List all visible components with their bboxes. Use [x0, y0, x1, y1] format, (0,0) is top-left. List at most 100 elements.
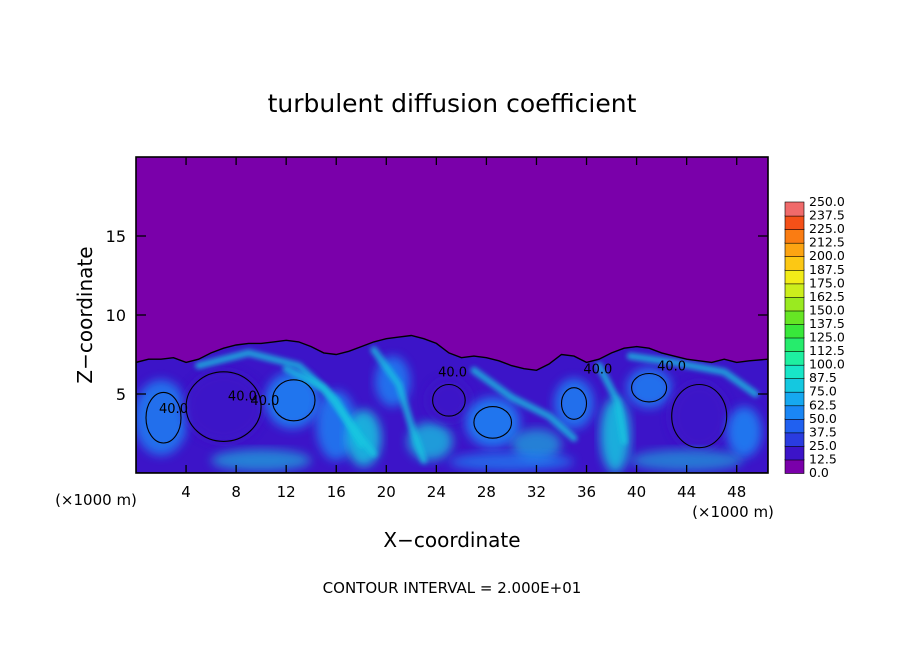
y-axis: 5 10 15 — [106, 227, 768, 404]
colorbar-level-label: 0.0 — [809, 465, 829, 480]
colorbar: 0.012.525.037.550.062.575.087.5100.0112.… — [784, 194, 845, 480]
x-tick-label: 28 — [477, 483, 496, 501]
colorbar-swatch — [784, 228, 805, 244]
turbulent-streak — [626, 352, 759, 398]
coefficient-patch — [726, 406, 762, 458]
colorbar-level-label: 75.0 — [809, 384, 837, 399]
x-unit-right: (×1000 m) — [692, 503, 774, 521]
turbulent-layer — [136, 334, 768, 473]
contour-label: 40.0 — [438, 366, 467, 381]
colorbar-swatch — [784, 269, 805, 285]
coefficient-patch — [669, 381, 730, 451]
x-tick-label: 16 — [327, 483, 346, 501]
x-tick-label: 44 — [677, 483, 696, 501]
x-tick-label: 32 — [527, 483, 546, 501]
colorbar-level-label: 100.0 — [809, 357, 845, 372]
y-tick-label: 15 — [106, 227, 126, 246]
coefficient-patch — [316, 390, 357, 461]
coefficient-patch — [465, 397, 521, 448]
plot-area — [136, 157, 768, 473]
colorbar-level-label: 162.5 — [809, 289, 845, 304]
colorbar-level-label: 37.5 — [809, 424, 837, 439]
colorbar-swatch — [784, 364, 805, 380]
colorbar-swatch — [784, 323, 805, 339]
colorbar-level-label: 112.5 — [809, 343, 845, 358]
contour-interval-footer: CONTOUR INTERVAL = 2.000E+01 — [323, 579, 582, 597]
x-axis-label: X−coordinate — [383, 528, 520, 552]
colorbar-swatch — [784, 310, 805, 325]
contour-line — [432, 383, 466, 417]
contour-line — [185, 371, 262, 442]
colorbar-swatch — [784, 418, 805, 434]
colorbar-level-label: 50.0 — [809, 411, 837, 426]
x-tick-label: 24 — [427, 483, 446, 501]
colorbar-swatch — [784, 201, 805, 217]
coefficient-patch — [448, 452, 574, 472]
coefficient-patch — [211, 449, 312, 472]
colorbar-swatch — [784, 459, 805, 474]
colorbar-level-label: 150.0 — [809, 302, 845, 317]
colorbar-swatch — [784, 350, 805, 366]
coefficient-patch — [554, 378, 594, 429]
colorbar-level-label: 137.5 — [809, 316, 845, 331]
contour-label: 40.0 — [228, 389, 257, 404]
colorbar-swatch — [784, 404, 805, 420]
turbulent-streak — [282, 365, 378, 458]
contour-line-boundary — [136, 334, 768, 473]
x-axis: 4 8 12 16 20 24 28 32 36 40 44 48 — [181, 157, 746, 501]
contour-label: 40.0 — [250, 394, 279, 409]
contour-line — [631, 372, 668, 403]
contour-line — [473, 406, 513, 439]
coefficient-patch — [136, 379, 189, 456]
x-unit-left: (×1000 m) — [55, 491, 137, 509]
contour-line — [671, 383, 728, 449]
colorbar-level-label: 62.5 — [809, 397, 837, 412]
colorbar-swatch — [784, 215, 805, 231]
colorbar-swatch — [784, 391, 805, 407]
x-tick-label: 36 — [577, 483, 596, 501]
colorbar-level-label: 212.5 — [809, 235, 845, 250]
colorbar-swatch — [784, 255, 805, 271]
colorbar-level-label: 125.0 — [809, 330, 845, 345]
colorbar-level-label: 225.0 — [809, 221, 845, 236]
colorbar-swatch — [784, 282, 805, 298]
contour-label: 40.0 — [657, 359, 686, 374]
colorbar-swatch — [784, 242, 805, 258]
contour-line — [271, 379, 316, 422]
y-axis-label: Z−coordinate — [73, 246, 97, 383]
colorbar-level-label: 175.0 — [809, 275, 845, 290]
turbulent-streak — [470, 366, 578, 442]
x-tick-label: 4 — [181, 483, 191, 501]
colorbar-swatch — [784, 445, 805, 461]
coefficient-patch — [511, 428, 562, 461]
x-tick-label: 12 — [277, 483, 296, 501]
y-tick-label: 10 — [106, 306, 126, 325]
colorbar-level-label: 237.5 — [809, 208, 845, 223]
colorbar-level-label: 25.0 — [809, 438, 837, 453]
coefficient-patch — [630, 449, 743, 472]
colorbar-swatch — [784, 377, 805, 393]
colorbar-level-label: 187.5 — [809, 262, 845, 277]
colorbar-level-label: 200.0 — [809, 248, 845, 263]
contour-line — [560, 387, 588, 420]
colorbar-level-label: 87.5 — [809, 370, 837, 385]
contour-line — [145, 391, 182, 444]
contour-labels: 40.040.040.040.0 40.0 40.0 — [159, 359, 686, 417]
contour-label: 40.0 — [159, 402, 188, 417]
coefficient-patch — [183, 370, 264, 443]
x-tick-label: 20 — [377, 483, 396, 501]
colorbar-swatch — [784, 296, 805, 312]
y-tick-label: 5 — [116, 385, 126, 404]
contour-label: 40.0 — [583, 363, 612, 378]
turbulent-streak — [595, 362, 628, 445]
colorbar-level-label: 12.5 — [809, 451, 837, 466]
colorbar-swatch — [784, 337, 805, 352]
colorbar-swatch — [784, 432, 805, 447]
x-tick-label: 8 — [231, 483, 241, 501]
x-tick-label: 40 — [627, 483, 646, 501]
turbulent-streak — [370, 346, 428, 464]
colorbar-level-label: 250.0 — [809, 194, 845, 209]
chart-title: turbulent diffusion coefficient — [268, 89, 637, 118]
x-tick-label: 48 — [727, 483, 746, 501]
